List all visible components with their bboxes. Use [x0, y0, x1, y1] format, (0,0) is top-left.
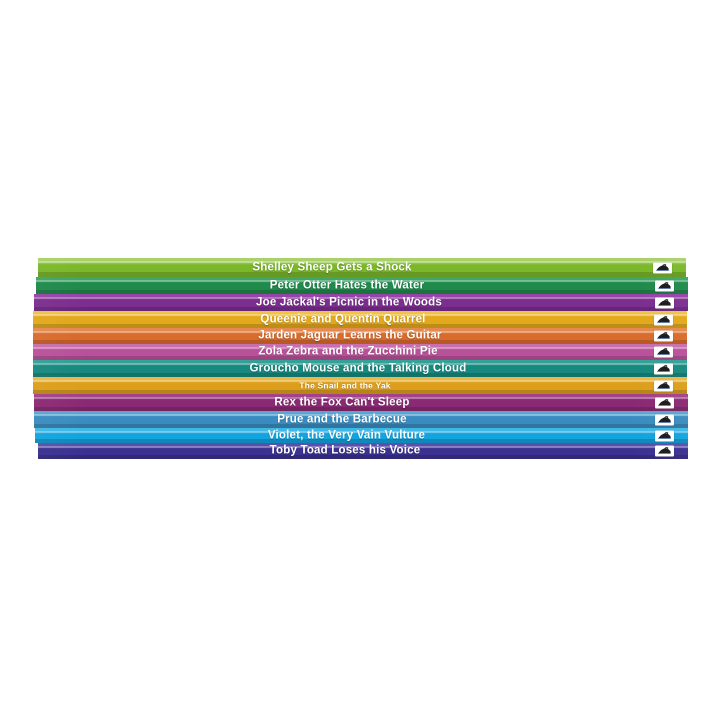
book-spine[interactable]: Shelley Sheep Gets a Shock	[38, 258, 686, 277]
book-title: Prue and the Barbecue	[277, 413, 407, 425]
book-spine[interactable]: Joe Jackal's Picnic in the Woods	[34, 294, 688, 311]
book-spine[interactable]: Toby Toad Loses his Voice	[38, 443, 688, 459]
publisher-logo-icon	[655, 297, 674, 308]
publisher-logo-icon	[655, 445, 674, 457]
book-title: Jarden Jaguar Learns the Guitar	[258, 329, 442, 342]
book-title: Rex the Fox Can't Sleep	[274, 396, 410, 408]
book-title: Shelley Sheep Gets a Shock	[252, 261, 412, 273]
book-title: Peter Otter Hates the Water	[269, 279, 425, 291]
book-spine[interactable]: Zola Zebra and the Zucchini Pie	[33, 344, 687, 360]
publisher-logo-icon	[655, 414, 674, 425]
publisher-logo-icon	[653, 262, 672, 273]
book-spine[interactable]: Peter Otter Hates the Water	[36, 277, 688, 294]
publisher-logo-icon	[655, 397, 674, 408]
publisher-logo-icon	[655, 280, 674, 291]
book-spine[interactable]: Jarden Jaguar Learns the Guitar	[33, 328, 687, 344]
publisher-logo-icon	[654, 346, 673, 358]
publisher-logo-icon	[654, 380, 673, 391]
book-spine[interactable]: Groucho Mouse and the Talking Cloud	[33, 360, 687, 377]
book-spine[interactable]: The Snail and the Yak	[33, 377, 687, 394]
book-title: Queenie and Quentin Quarrel	[260, 313, 426, 325]
book-title: Groucho Mouse and the Talking Cloud	[249, 362, 467, 374]
book-spine[interactable]: Violet, the Very Vain Vulture	[35, 428, 688, 443]
book-title: Toby Toad Loses his Voice	[269, 444, 421, 457]
publisher-logo-icon	[654, 330, 673, 342]
book-title: Violet, the Very Vain Vulture	[267, 429, 426, 441]
book-spine[interactable]: Rex the Fox Can't Sleep	[34, 394, 688, 411]
publisher-logo-icon	[655, 430, 674, 441]
publisher-logo-icon	[654, 314, 673, 325]
book-title: Zola Zebra and the Zucchini Pie	[258, 345, 438, 358]
publisher-logo-icon	[654, 363, 673, 374]
book-spine[interactable]: Queenie and Quentin Quarrel	[33, 311, 687, 328]
book-spine[interactable]: Prue and the Barbecue	[34, 411, 688, 428]
book-title: Joe Jackal's Picnic in the Woods	[256, 296, 442, 308]
book-title: The Snail and the Yak	[299, 380, 391, 390]
